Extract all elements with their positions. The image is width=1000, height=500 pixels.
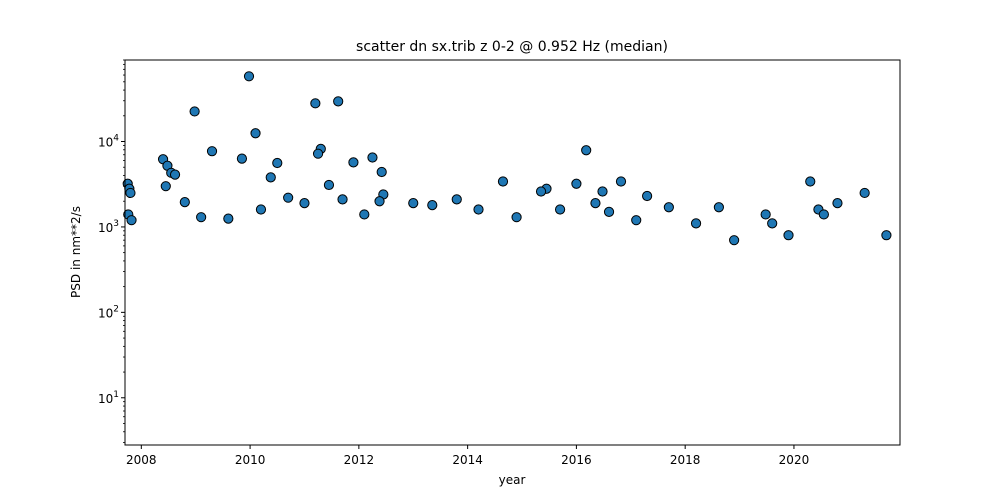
data-point [169, 169, 181, 180]
data-point [348, 157, 359, 168]
data-point [272, 157, 283, 169]
data-point [535, 186, 547, 197]
data-point [196, 212, 207, 223]
data-point [690, 218, 702, 229]
data-point [554, 204, 566, 215]
data-point [805, 176, 816, 187]
y-tick-label: 104 [98, 134, 119, 150]
data-point [427, 200, 438, 211]
x-tick-label: 2014 [452, 453, 483, 467]
data-point [367, 152, 378, 163]
y-axis-title: PSD in nm**2/s [69, 206, 83, 298]
y-tick-label: 102 [98, 304, 119, 320]
data-point [631, 215, 642, 226]
data-point [376, 166, 387, 178]
x-axis: 2008 2010 2012 2014 2016 2018 2020 [126, 445, 809, 467]
data-point [179, 197, 190, 208]
data-point [832, 198, 843, 209]
data-point [451, 194, 462, 205]
data-point [511, 212, 522, 223]
data-points [122, 71, 892, 246]
x-tick-label: 2020 [779, 453, 810, 467]
data-point [642, 190, 653, 202]
data-point [283, 192, 294, 203]
data-point [359, 209, 370, 220]
data-point [337, 194, 348, 205]
data-point [615, 176, 627, 187]
y-tick-label: 101 [98, 390, 119, 406]
x-tick-label: 2008 [126, 453, 157, 467]
data-point [255, 204, 267, 215]
data-point [818, 209, 829, 220]
data-point [126, 215, 137, 226]
data-point [189, 106, 200, 117]
data-point [767, 218, 778, 229]
data-point [312, 148, 324, 159]
data-point [323, 179, 335, 191]
data-point [299, 198, 310, 209]
data-point [713, 202, 724, 213]
data-point [581, 145, 592, 156]
data-point [597, 186, 608, 197]
data-point [663, 202, 674, 213]
data-point [374, 196, 385, 207]
data-point [603, 206, 615, 217]
data-point [859, 187, 870, 199]
data-point [760, 209, 771, 220]
x-tick-label: 2012 [344, 453, 375, 467]
data-point [590, 198, 601, 209]
data-point [265, 172, 276, 183]
data-point [206, 146, 218, 157]
data-point [310, 98, 321, 109]
x-tick-label: 2016 [561, 453, 592, 467]
x-tick-label: 2010 [235, 453, 266, 467]
data-point [729, 235, 740, 246]
data-point [783, 230, 794, 241]
y-axis: 101 102 103 104 [98, 59, 125, 443]
data-point [571, 178, 582, 189]
y-tick-label: 103 [98, 219, 119, 235]
data-point [160, 181, 171, 192]
data-point [333, 96, 344, 107]
data-point [250, 128, 261, 139]
data-point [408, 198, 419, 209]
data-point [473, 204, 484, 215]
data-point [125, 187, 136, 199]
x-tick-label: 2018 [670, 453, 701, 467]
data-point [236, 153, 248, 164]
data-point [881, 230, 892, 241]
data-point [497, 176, 509, 187]
data-point [243, 71, 255, 82]
data-point [223, 213, 234, 224]
x-axis-title: year [499, 473, 526, 487]
chart-title: scatter dn sx.trib z 0-2 @ 0.952 Hz (med… [356, 39, 668, 55]
